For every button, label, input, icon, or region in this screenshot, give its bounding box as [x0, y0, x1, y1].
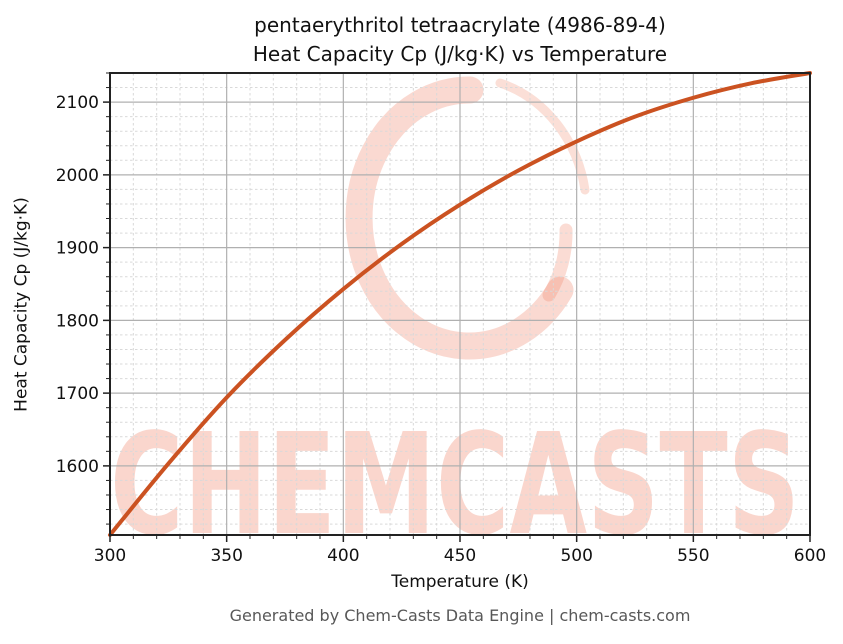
watermark-ring-tail-stroke: [542, 223, 573, 302]
x-tick-label: 400: [327, 546, 359, 566]
footer-credit: Generated by Chem-Casts Data Engine | ch…: [229, 606, 691, 625]
watermark-text: CHEMCASTS: [110, 404, 800, 567]
x-tick-label: 600: [794, 546, 826, 566]
x-tick-label: 450: [444, 546, 476, 566]
y-tick-label: 2000: [56, 166, 99, 186]
chart-title-line1: pentaerythritol tetraacrylate (4986-89-4…: [254, 13, 666, 37]
watermark-ring-outer-stroke: [495, 78, 590, 195]
y-tick-label: 1700: [56, 384, 99, 404]
watermark-logo: [345, 76, 590, 360]
y-tick-label: 1800: [56, 311, 99, 331]
y-tick-label: 2100: [56, 93, 99, 113]
chart-title-line2: Heat Capacity Cp (J/kg·K) vs Temperature: [252, 42, 668, 66]
watermark-ring-main-stroke: [345, 76, 574, 360]
cp-vs-temperature-curve: [108, 71, 812, 537]
y-tick-label: 1600: [56, 457, 99, 477]
x-tick-label: 350: [210, 546, 242, 566]
x-tick-label: 500: [560, 546, 592, 566]
x-tick-label: 550: [677, 546, 709, 566]
x-axis-label: Temperature (K): [391, 572, 529, 592]
plot-frame: [109, 72, 811, 536]
y-tick-label: 1900: [56, 239, 99, 259]
x-tick-label: 300: [94, 546, 126, 566]
